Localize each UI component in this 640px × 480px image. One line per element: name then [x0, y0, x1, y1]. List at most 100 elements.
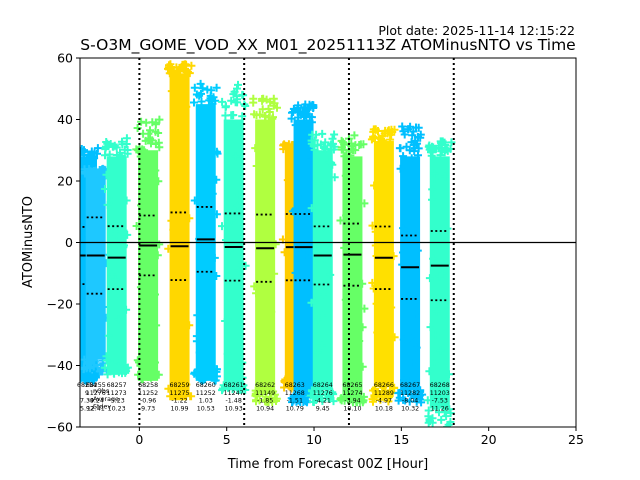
x-tick-label-1: 5 — [223, 432, 231, 447]
series-5 — [190, 79, 222, 385]
series-14 — [423, 137, 456, 427]
stats-text-5-0: 68260 — [196, 382, 216, 389]
stats-text-10-3: 9.45 — [316, 405, 330, 412]
y-tick-label-2: −20 — [47, 297, 73, 312]
stats-text-3-0: 68258 — [138, 382, 158, 389]
x-tick-label-0: 0 — [135, 432, 143, 447]
stats-text-10-2: -4.21 — [315, 398, 331, 405]
y-tick-label-0: −60 — [47, 420, 73, 435]
stats-text-7-1: 11149 — [255, 390, 275, 397]
stats-text-4-2: -1.22 — [171, 398, 187, 405]
x-tick-label-4: 20 — [481, 432, 497, 447]
stats-text-0-1: 9 — [85, 390, 89, 397]
stats-text-8-2: -1.51 — [287, 398, 303, 405]
stats-text-14-3: 11.26 — [431, 405, 449, 412]
series-band-12 — [373, 141, 394, 388]
stats-header-0: nObs — [93, 388, 109, 395]
stats-text-11-1: 11274 — [342, 390, 362, 397]
y-tick-label-5: 40 — [57, 112, 73, 127]
stats-text-1-3: 12.41 — [87, 405, 105, 412]
x-axis-label: Time from Forecast 00Z [Hour] — [227, 457, 429, 472]
stats-text-5-2: 1.03 — [199, 398, 213, 405]
series-markers-4 — [164, 60, 196, 401]
series-markers-5 — [190, 79, 222, 385]
series-markers-11 — [336, 131, 369, 407]
y-axis-label: ATOMinusNTO — [21, 196, 36, 288]
stats-text-8-1: 11268 — [285, 390, 305, 397]
stats-text-1-1: 11276 — [86, 390, 106, 397]
stats-text-4-0: 68259 — [170, 382, 190, 389]
series-band-11 — [342, 156, 363, 397]
series-band-10 — [312, 150, 333, 391]
series-markers-13 — [394, 122, 427, 407]
series-1 — [80, 164, 112, 376]
stats-text-7-2: -1.85 — [257, 398, 273, 405]
series-13 — [394, 122, 427, 407]
x-tick-label-3: 15 — [393, 432, 409, 447]
stats-text-14-0: 68268 — [430, 382, 450, 389]
series-band-2 — [106, 156, 127, 375]
stats-text-12-3: 10.18 — [375, 405, 393, 412]
stats-text-11-3: 10.10 — [343, 405, 361, 412]
stats-text-2-1: 11273 — [107, 390, 127, 397]
series-band-4 — [169, 73, 190, 397]
stats-text-2-0: 68257 — [107, 382, 127, 389]
stats-text-13-2: -8.04 — [402, 398, 418, 405]
stats-text-12-0: 68266 — [374, 382, 394, 389]
stats-text-14-2: -7.53 — [432, 398, 448, 405]
stats-text-2-3: 10.23 — [108, 405, 126, 412]
stats-text-8-0: 68263 — [285, 382, 305, 389]
series-markers-3 — [132, 115, 164, 384]
stats-text-10-1: 11276 — [313, 390, 333, 397]
stats-text-11-2: -3.94 — [344, 398, 360, 405]
series-12 — [367, 125, 399, 406]
stats-text-5-1: 11252 — [196, 390, 216, 397]
stats-text-6-2: -1.48 — [226, 398, 242, 405]
plot-date-label: Plot date: 2025-11-14 12:15:22 — [378, 23, 575, 38]
stats-text-7-3: 10.94 — [256, 405, 274, 412]
y-tick-label-1: −40 — [47, 358, 73, 373]
stats-text-5-3: 10.53 — [197, 405, 215, 412]
axis-ticks: 0 5 10 15 20 25 −60 −40 −20 0 20 40 60 — [47, 51, 584, 448]
series-markers-10 — [306, 129, 339, 406]
series-markers-2 — [100, 134, 132, 379]
stats-text-4-3: 10.99 — [171, 405, 189, 412]
stats-text-8-3: 10.79 — [286, 405, 304, 412]
stats-text-7-0: 68262 — [255, 382, 275, 389]
stats-annotations: nObsAverageStdev6825497.395.926825511276… — [77, 382, 450, 412]
stats-text-13-0: 68267 — [400, 382, 420, 389]
chart-title: S-O3M_GOME_VOD_XX_M01_20251113Z ATOMinus… — [80, 36, 575, 55]
series-band-1 — [85, 174, 106, 360]
stats-text-14-1: 11203 — [430, 390, 450, 397]
series-7 — [249, 94, 281, 407]
series-9 — [287, 100, 319, 407]
y-tick-label-4: 20 — [57, 174, 73, 189]
stats-text-3-2: -0.96 — [140, 398, 156, 405]
plot-area: nObsAverageStdev6825497.395.926825511276… — [77, 58, 576, 427]
series-11 — [336, 131, 369, 407]
series-markers-7 — [249, 94, 281, 407]
y-tick-label-3: 0 — [65, 235, 73, 250]
stats-text-12-2: -4.97 — [376, 398, 392, 405]
stats-text-12-1: 11289 — [374, 390, 394, 397]
series-6 — [218, 80, 250, 395]
stats-text-3-3: 9.73 — [141, 405, 155, 412]
series-markers-14 — [423, 137, 456, 427]
scatter-layer — [80, 60, 456, 427]
stats-text-2-2: -5.23 — [109, 398, 125, 405]
series-markers-6 — [218, 80, 250, 395]
stats-text-6-0: 68261 — [224, 382, 244, 389]
stats-text-0-3: 5.92 — [80, 405, 94, 412]
stats-text-0-2: 7.39 — [80, 398, 94, 405]
series-band-7 — [255, 119, 276, 391]
x-tick-label-2: 10 — [306, 432, 322, 447]
series-band-14 — [429, 156, 450, 409]
stats-text-0-0: 68254 — [77, 382, 97, 389]
y-tick-label-6: 60 — [57, 51, 73, 66]
stats-text-1-2: -4.24 — [88, 398, 104, 405]
series-2 — [100, 134, 132, 379]
stats-text-6-3: 10.93 — [225, 405, 243, 412]
stats-text-6-1: 11247 — [224, 390, 244, 397]
stats-text-13-1: 11282 — [400, 390, 420, 397]
